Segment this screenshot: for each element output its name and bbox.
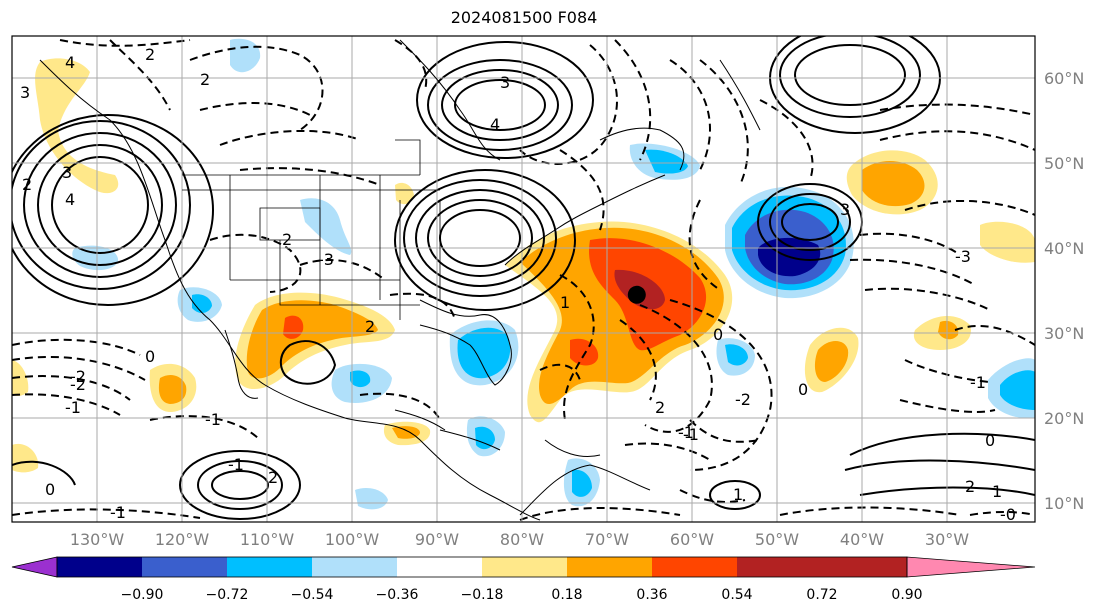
contour-label: -2 <box>70 375 86 394</box>
colorbar-tick: 0.54 <box>721 587 752 603</box>
contour-label: 0 <box>985 431 995 450</box>
contour-label: -3 <box>318 250 334 269</box>
lon-label: 100°W <box>325 530 380 549</box>
map-field: 4 2 2 3 2 -3 3 4 4 3 2 2 1 -1 -2 -1 0 -1… <box>12 36 1035 524</box>
colorbar-swatch <box>142 557 227 577</box>
contour-label: -2 <box>70 367 86 386</box>
colorbar-tick: 0.36 <box>636 587 667 603</box>
contour-label: 2 <box>200 70 210 89</box>
colorbar-tick: −0.90 <box>121 587 164 603</box>
contour-labels: 4 2 2 3 2 -3 3 4 4 3 2 2 1 -1 -2 -1 0 -1… <box>20 45 1016 524</box>
colorbar: −0.90 −0.72 −0.54 −0.36 −0.18 0.18 0.36 … <box>11 556 1036 603</box>
colorbar-swatch <box>652 557 737 577</box>
contour-label: -1 <box>228 455 244 474</box>
negative-anomaly-shading <box>72 38 1035 510</box>
contour-label: 3 <box>840 200 850 219</box>
latitude-labels: 60°N 50°N 40°N 30°N 20°N 10°N <box>1044 69 1084 513</box>
contour-label: 4 <box>65 53 75 72</box>
colorbar-extend-high <box>906 556 1036 578</box>
contour-label: 1 <box>560 293 570 312</box>
colorbar-swatch <box>482 557 567 577</box>
lon-label: 120°W <box>155 530 210 549</box>
lat-label: 10°N <box>1044 494 1084 513</box>
colorbar-swatch <box>312 557 397 577</box>
lon-label: 70°W <box>585 530 629 549</box>
contour-label: 2 <box>268 468 278 487</box>
lat-label: 50°N <box>1044 154 1084 173</box>
lon-label: 130°W <box>70 530 125 549</box>
lat-label: 20°N <box>1044 409 1084 428</box>
location-marker <box>627 285 646 304</box>
colorbar-tick: 0.18 <box>551 587 582 603</box>
contour-label: -1 <box>65 398 81 417</box>
contour-label: 3 <box>62 163 72 182</box>
map-frame <box>11 35 1036 523</box>
contour-label: 2 <box>22 175 32 194</box>
lat-label: 40°N <box>1044 239 1084 258</box>
graticule <box>12 36 1035 522</box>
contour-label: 4 <box>65 190 75 209</box>
state-borders <box>182 139 441 320</box>
contour-label: 1 <box>733 485 743 504</box>
contour-label: 0 <box>798 380 808 399</box>
contour-label: 0 <box>45 480 55 499</box>
contour-label: -1 <box>678 423 694 442</box>
contour-label: 0 <box>145 347 155 366</box>
contour-label: 2 <box>365 317 375 336</box>
contour-label: -1 <box>683 425 699 444</box>
contour-label: 3 <box>500 73 510 92</box>
map-title: 2024081500 F084 <box>450 8 598 27</box>
lon-label: 40°W <box>840 530 884 549</box>
contour-label: -1 <box>110 503 126 522</box>
colorbar-swatch <box>737 557 822 577</box>
colorbar-extend-low <box>11 556 58 578</box>
contour-label: 1 <box>992 482 1002 501</box>
contour-label: 2 <box>655 398 665 417</box>
lon-label: 90°W <box>415 530 459 549</box>
longitude-labels: 130°W 120°W 110°W 100°W 90°W 80°W 70°W 6… <box>70 530 969 549</box>
lon-label: 30°W <box>925 530 969 549</box>
colorbar-tick: −0.18 <box>461 587 504 603</box>
contour-label: -1 <box>970 373 986 392</box>
colorbar-swatch <box>822 557 907 577</box>
coastlines <box>39 39 761 521</box>
lon-label: 60°W <box>670 530 714 549</box>
contour-label: -3 <box>955 247 971 266</box>
positive-anomaly-shading <box>12 58 1035 473</box>
lat-label: 60°N <box>1044 69 1084 88</box>
dashed-contours <box>12 39 1035 521</box>
colorbar-swatch <box>397 557 482 577</box>
colorbar-swatch <box>227 557 312 577</box>
colorbar-tick: 0.72 <box>806 587 837 603</box>
contour-label: -1 <box>205 410 221 429</box>
colorbar-swatch <box>57 557 142 577</box>
colorbar-swatch <box>567 557 652 577</box>
contour-label: 2 <box>145 45 155 64</box>
colorbar-tick: −0.54 <box>291 587 334 603</box>
contour-label: 2 <box>965 477 975 496</box>
lon-label: 50°W <box>755 530 799 549</box>
contour-label: 0 <box>713 325 723 344</box>
lon-label: 80°W <box>500 530 544 549</box>
contour-label: 3 <box>20 83 30 102</box>
colorbar-tick: −0.72 <box>206 587 249 603</box>
colorbar-ticks: −0.90 −0.72 −0.54 −0.36 −0.18 0.18 0.36 … <box>121 587 923 603</box>
contour-label: 2 <box>282 230 292 249</box>
colorbar-tick: 0.90 <box>891 587 922 603</box>
colorbar-tick: −0.36 <box>376 587 419 603</box>
contour-label: 4 <box>490 115 500 134</box>
contour-label: -2 <box>735 390 751 409</box>
contour-label: -0 <box>1000 505 1016 524</box>
lon-label: 110°W <box>240 530 295 549</box>
lat-label: 30°N <box>1044 324 1084 343</box>
